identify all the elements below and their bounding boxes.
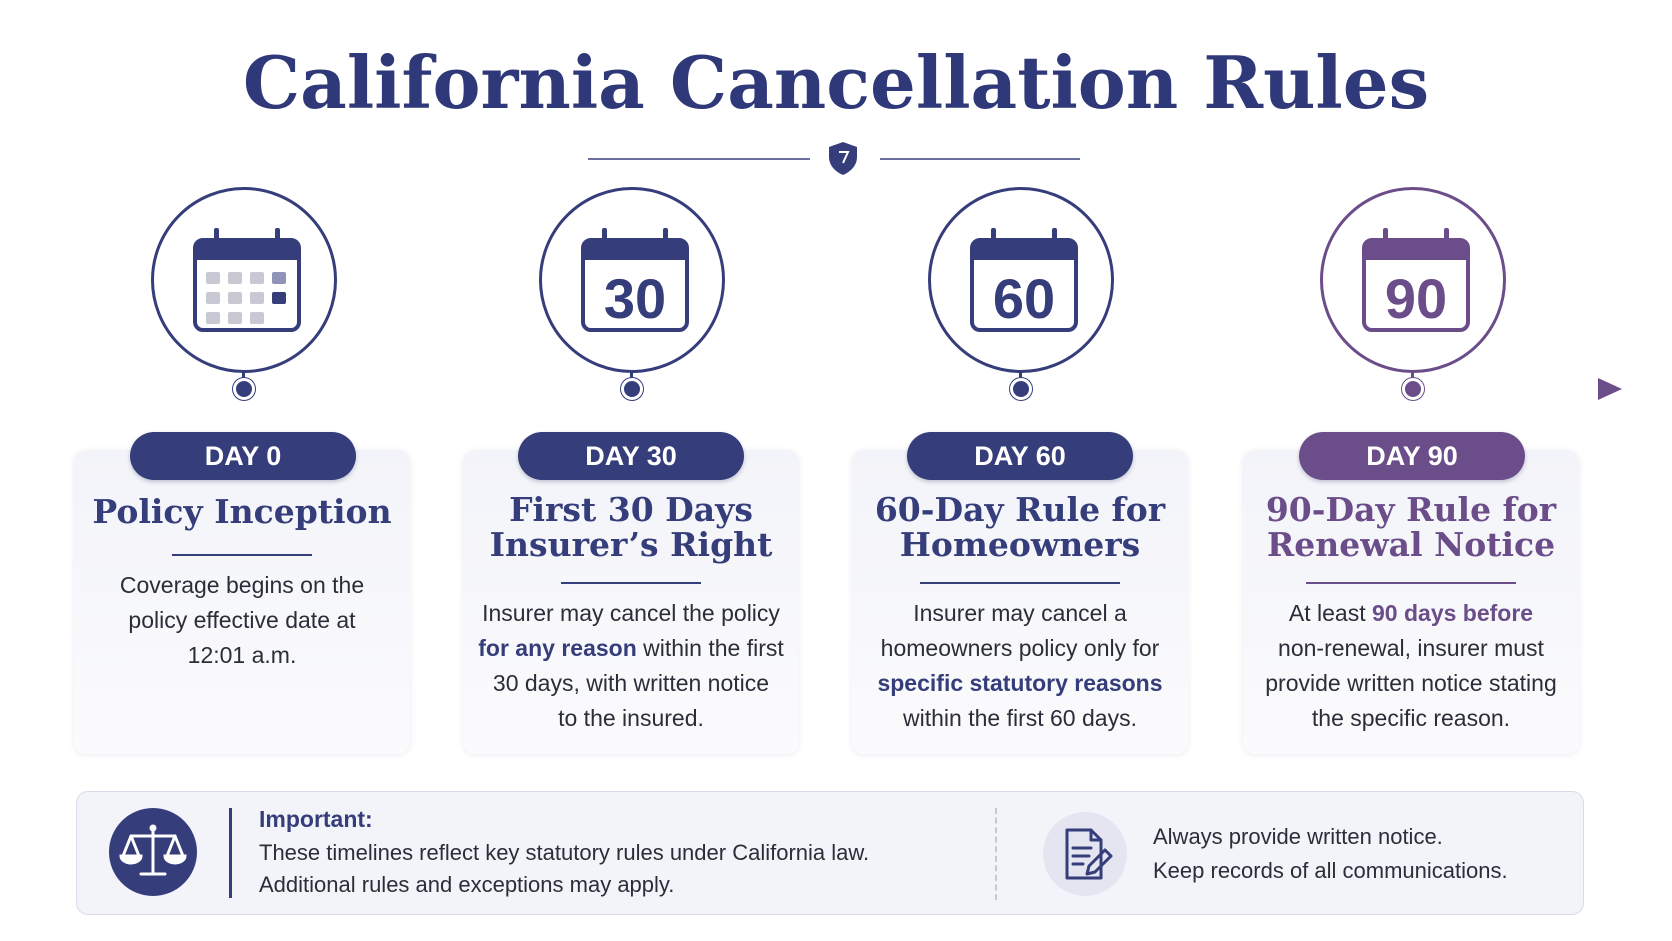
day30-desc-line1: Insurer may cancel the policy bbox=[482, 600, 780, 626]
day90-desc-line2: non-renewal, insurer must bbox=[1278, 635, 1544, 661]
day30-title-rule bbox=[561, 582, 701, 584]
day0-desc-line1: Coverage begins on the bbox=[119, 572, 365, 598]
day30-badge: DAY 30 bbox=[518, 432, 744, 480]
day0-badge: DAY 0 bbox=[130, 432, 356, 480]
day30-description: Insurer may cancel the policy for any re… bbox=[473, 596, 789, 736]
day60-highlight: specific statutory reasons bbox=[877, 670, 1163, 696]
important-line2: Additional rules and exceptions may appl… bbox=[259, 872, 675, 897]
shield-icon bbox=[829, 142, 857, 175]
day90-title-line1: 90-Day Rule for bbox=[1265, 490, 1557, 529]
day90-desc-line4: the specific reason. bbox=[1311, 705, 1511, 731]
day90-title-line2: Renewal Notice bbox=[1266, 525, 1556, 564]
day0-title: Policy Inception bbox=[92, 492, 392, 531]
day30-card: First 30 Days Insurer’s Right Insurer ma… bbox=[463, 450, 799, 754]
document-pen-icon bbox=[1065, 828, 1113, 880]
day90-desc-line1: At least 90 days before bbox=[1253, 596, 1569, 631]
day90-title-rule bbox=[1306, 582, 1516, 584]
day90-desc-line1-pre: At least bbox=[1288, 600, 1372, 626]
calendar-90-icon: 90 bbox=[1362, 228, 1470, 332]
day30-title-line2: Insurer’s Right bbox=[489, 525, 773, 564]
important-heading: Important: bbox=[259, 806, 373, 832]
day60-desc-line1: Insurer may cancel a bbox=[913, 600, 1127, 626]
day30-desc-line2: for any reason within the first bbox=[473, 631, 789, 666]
scales-icon-circle bbox=[109, 808, 197, 896]
day60-title-rule bbox=[920, 582, 1120, 584]
day0-desc-line3: 12:01 a.m. bbox=[187, 642, 297, 668]
calendar-60-number: 60 bbox=[993, 267, 1055, 330]
calendar-90-number: 90 bbox=[1385, 267, 1447, 330]
day90-desc-line3: provide written notice stating bbox=[1265, 670, 1557, 696]
calendar-30-number: 30 bbox=[604, 267, 666, 330]
day0-description: Coverage begins on the policy effective … bbox=[84, 568, 400, 673]
day30-desc-line2-rest: within the first bbox=[636, 635, 784, 661]
important-line1: These timelines reflect key statutory ru… bbox=[259, 840, 870, 865]
day90-highlight: 90 days before bbox=[1372, 600, 1534, 626]
day0-marker bbox=[233, 378, 255, 400]
day60-card: 60-Day Rule for Homeowners Insurer may c… bbox=[852, 450, 1188, 754]
calendar-grid-icon bbox=[193, 228, 301, 332]
day90-marker bbox=[1402, 378, 1424, 400]
day0-title-rule bbox=[172, 554, 312, 556]
day60-description: Insurer may cancel a homeowners policy o… bbox=[862, 596, 1178, 736]
day0-desc-line2: policy effective date at bbox=[128, 607, 356, 633]
day30-highlight: for any reason bbox=[478, 635, 637, 661]
note-line1: Always provide written notice. bbox=[1153, 824, 1443, 849]
day60-title-line2: Homeowners bbox=[899, 525, 1141, 564]
day30-icon-circle: 30 bbox=[539, 187, 725, 373]
day0-icon-circle bbox=[151, 187, 337, 373]
day60-desc-line4: within the first 60 days. bbox=[903, 705, 1137, 731]
day30-marker bbox=[621, 378, 643, 400]
day30-title-line1: First 30 Days bbox=[509, 490, 753, 529]
title-rule-left bbox=[588, 158, 810, 160]
day30-desc-line3: 30 days, with written notice bbox=[492, 670, 770, 696]
title-rule-right bbox=[880, 158, 1080, 160]
timeline-arrowhead bbox=[1598, 378, 1622, 400]
note-line2: Keep records of all communications. bbox=[1153, 858, 1508, 883]
important-panel: Important: These timelines reflect key s… bbox=[76, 791, 1584, 915]
calendar-30-icon: 30 bbox=[581, 228, 689, 332]
day60-title-line1: 60-Day Rule for bbox=[874, 490, 1166, 529]
day60-desc-line2: homeowners policy only for bbox=[880, 635, 1160, 661]
scales-icon bbox=[119, 824, 187, 876]
day90-card: 90-Day Rule for Renewal Notice At least … bbox=[1243, 450, 1579, 754]
day30-desc-line4: to the insured. bbox=[558, 705, 704, 731]
page-title: California Cancellation Rules bbox=[242, 40, 1430, 125]
day90-description: At least 90 days before non-renewal, ins… bbox=[1253, 596, 1569, 736]
panel-dashed-divider bbox=[995, 808, 997, 900]
day90-badge: DAY 90 bbox=[1299, 432, 1525, 480]
document-icon-circle bbox=[1043, 812, 1127, 896]
calendar-60-icon: 60 bbox=[970, 228, 1078, 332]
day0-card: Policy Inception Coverage begins on the … bbox=[74, 450, 410, 754]
day60-marker bbox=[1010, 378, 1032, 400]
important-divider-bar bbox=[229, 808, 232, 898]
day60-icon-circle: 60 bbox=[928, 187, 1114, 373]
day90-icon-circle: 90 bbox=[1320, 187, 1506, 373]
day60-badge: DAY 60 bbox=[907, 432, 1133, 480]
